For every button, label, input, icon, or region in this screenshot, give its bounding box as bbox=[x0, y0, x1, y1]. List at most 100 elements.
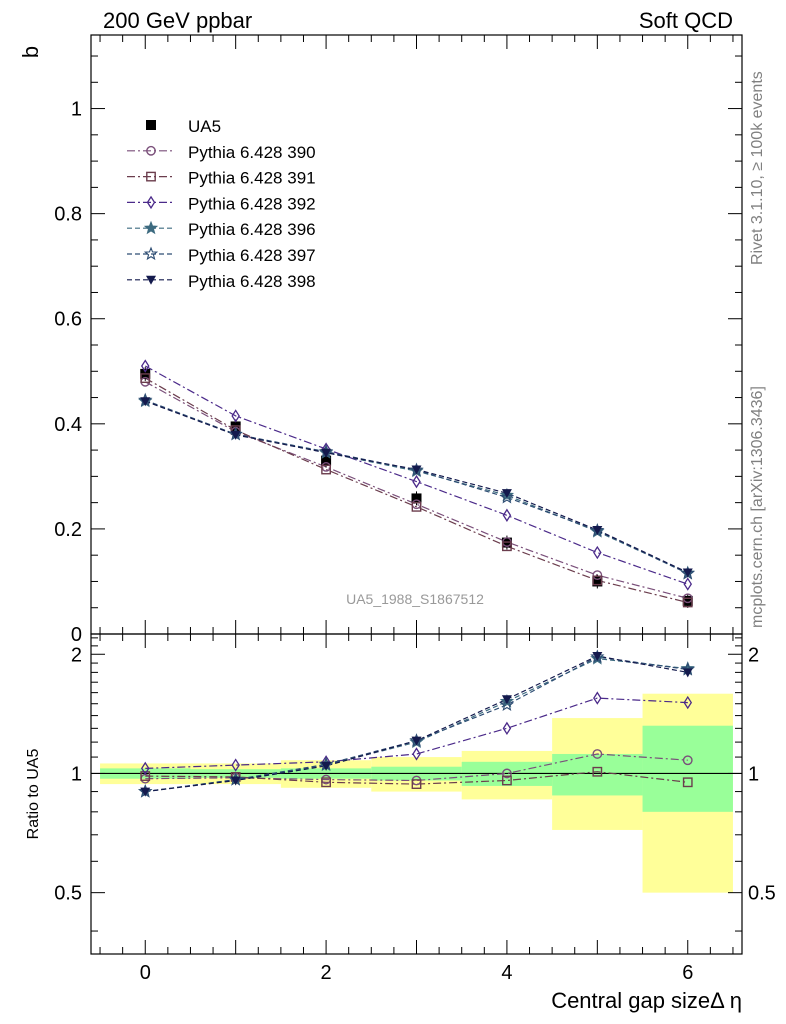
main-y-tick-label: 0.2 bbox=[54, 519, 82, 541]
main-marker-p398 bbox=[682, 568, 693, 578]
main-y-tick-label: 0 bbox=[71, 624, 82, 646]
ratio-y-tick-label-left: 0.5 bbox=[54, 883, 82, 905]
main-series-group bbox=[138, 359, 695, 608]
main-marker-p391 bbox=[411, 501, 422, 512]
legend-marker-p398 bbox=[146, 275, 156, 285]
legend-label-p398: Pythia 6.428 398 bbox=[188, 272, 316, 291]
legend-marker-p391 bbox=[146, 171, 156, 182]
ratio-marker-p391 bbox=[140, 771, 151, 781]
ratio-y-tick-label-left: 1 bbox=[71, 763, 82, 785]
main-marker-p391 bbox=[682, 597, 693, 608]
main-y-axis-label: b bbox=[18, 46, 43, 58]
ratio-marker-p392 bbox=[412, 747, 421, 761]
ratio-y-tick-label-right: 2 bbox=[748, 644, 759, 666]
ratio-marker-p391 bbox=[502, 775, 512, 786]
legend-label-p390: Pythia 6.428 390 bbox=[188, 143, 316, 162]
ratio-y-axis-label: Ratio to UA5 bbox=[25, 749, 42, 840]
ratio-marker-p397 bbox=[499, 697, 515, 711]
legend-label-p391: Pythia 6.428 391 bbox=[188, 169, 316, 188]
main-y-tick-label: 0.6 bbox=[54, 309, 82, 331]
main-axes: 0 0.2 0.4 0.6 0.8 1 bbox=[54, 34, 743, 646]
main-series-line-p391 bbox=[145, 377, 688, 604]
ratio-marker-p392 bbox=[683, 695, 693, 710]
legend-marker-p392 bbox=[146, 195, 156, 210]
main-marker-p391 bbox=[592, 575, 603, 586]
main-y-tick-label: 0.4 bbox=[54, 414, 82, 436]
x-tick-label: 2 bbox=[321, 962, 332, 984]
legend-label-p397: Pythia 6.428 397 bbox=[188, 246, 316, 265]
main-marker-p392 bbox=[412, 474, 421, 489]
ratio-marker-p390 bbox=[682, 755, 693, 766]
legend-marker-ua5 bbox=[146, 120, 156, 130]
legend-marker-p396 bbox=[143, 220, 159, 235]
main-marker-p398 bbox=[592, 525, 603, 535]
main-marker-p392 bbox=[593, 545, 602, 560]
ratio-y-tick-label-left: 2 bbox=[71, 644, 82, 666]
main-marker-p397 bbox=[499, 489, 515, 504]
main-marker-p398 bbox=[140, 397, 151, 407]
ratio-marker-p398 bbox=[321, 761, 332, 771]
main-marker-p392 bbox=[231, 409, 240, 423]
ua5-data-point bbox=[321, 455, 332, 466]
header-right: Soft QCD bbox=[639, 8, 733, 33]
main-y-tick-label: 0.8 bbox=[54, 204, 82, 226]
main-marker-p391 bbox=[321, 464, 331, 475]
ratio-marker-p391 bbox=[682, 777, 693, 788]
ratio-marker-p398 bbox=[501, 695, 512, 705]
ratio-series-line-p390 bbox=[145, 753, 688, 782]
ua5-data-point bbox=[411, 493, 422, 504]
ratio-marker-p398 bbox=[682, 668, 693, 678]
x-axis-label: Central gap sizeΔ η bbox=[551, 988, 742, 1013]
main-marker-p391 bbox=[140, 373, 151, 384]
ratio-uncertainty-bands bbox=[91, 693, 742, 893]
ratio-marker-p391 bbox=[592, 766, 603, 777]
ratio-marker-p392 bbox=[502, 721, 512, 736]
legend: UA5 Pythia 6.428 390 Pythia 6.428 391 Pythi… bbox=[127, 117, 316, 291]
ratio-y-tick-label-right: 1 bbox=[748, 763, 759, 785]
ratio-marker-p392 bbox=[593, 691, 602, 705]
ratio-series-group bbox=[138, 649, 695, 798]
main-marker-p392 bbox=[502, 508, 512, 522]
x-tick-label: 0 bbox=[140, 962, 151, 984]
ratio-marker-p390 bbox=[502, 768, 512, 779]
rivet-label: Rivet 3.1.10, ≥ 100k events bbox=[749, 71, 766, 265]
ratio-series-line-p391 bbox=[145, 771, 688, 785]
main-marker-p391 bbox=[502, 541, 512, 552]
ratio-axes: 0.5 0.5 1 1 2 2 0 2 4 6 bbox=[54, 633, 776, 984]
ratio-marker-p392 bbox=[231, 758, 240, 772]
legend-label-p392: Pythia 6.428 392 bbox=[188, 194, 316, 213]
ratio-marker-p398 bbox=[592, 651, 603, 661]
main-marker-p398 bbox=[230, 430, 241, 440]
legend-label-ua5: UA5 bbox=[188, 117, 221, 136]
x-tick-label: 6 bbox=[682, 962, 693, 984]
header-left: 200 GeV ppbar bbox=[103, 8, 252, 33]
main-series-line-p390 bbox=[145, 381, 688, 599]
ratio-series-line-p392 bbox=[145, 697, 688, 769]
main-marker-p392 bbox=[683, 577, 693, 591]
main-y-tick-label: 1 bbox=[71, 99, 82, 121]
ratio-marker-p391 bbox=[321, 777, 331, 788]
ratio-marker-p392 bbox=[140, 761, 150, 776]
legend-marker-p390 bbox=[146, 145, 156, 156]
main-marker-p398 bbox=[501, 489, 512, 499]
main-marker-p390 bbox=[592, 570, 603, 581]
mcplots-label: mcplots.cern.ch [arXiv:1306.3436] bbox=[749, 386, 766, 628]
main-marker-p392 bbox=[140, 359, 150, 373]
main-marker-p398 bbox=[411, 465, 422, 475]
ratio-marker-p398 bbox=[230, 776, 241, 786]
x-tick-label: 4 bbox=[501, 962, 512, 984]
ratio-y-tick-label-right: 0.5 bbox=[748, 883, 776, 905]
ua5-data-point bbox=[592, 576, 603, 587]
ratio-marker-p398 bbox=[411, 736, 422, 746]
analysis-watermark: UA5_1988_S1867512 bbox=[346, 591, 484, 607]
main-series-line-p392 bbox=[145, 365, 688, 585]
ratio-marker-p398 bbox=[140, 787, 151, 797]
ratio-marker-p390 bbox=[592, 749, 603, 759]
ratio-marker-p391 bbox=[411, 779, 422, 789]
main-marker-p398 bbox=[321, 448, 332, 458]
legend-marker-p397 bbox=[143, 246, 159, 261]
legend-label-p396: Pythia 6.428 396 bbox=[188, 220, 316, 239]
ua5-data-point bbox=[682, 595, 693, 606]
ratio-band-inner bbox=[642, 725, 733, 812]
